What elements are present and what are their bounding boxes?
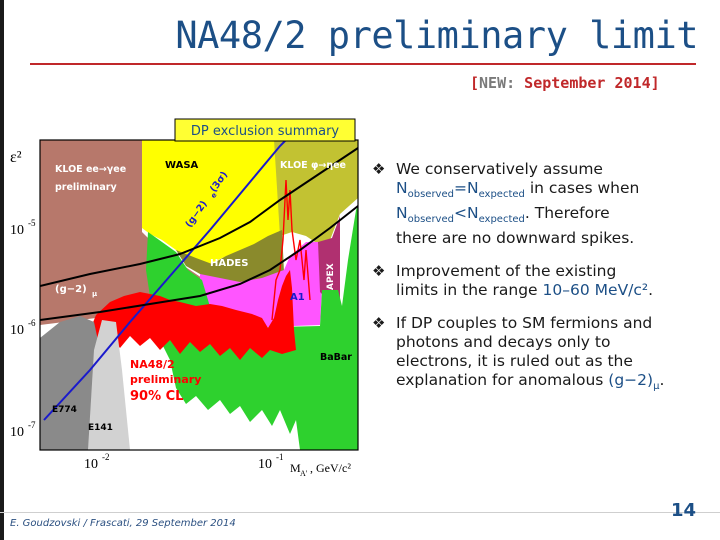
region-apex bbox=[318, 216, 340, 300]
label-wasa: WASA bbox=[165, 160, 199, 171]
y-tick-1-exp: -5 bbox=[28, 218, 36, 228]
y-tick-1: 10 -5 bbox=[10, 218, 36, 238]
region-e774 bbox=[40, 316, 100, 450]
chart-title-box bbox=[174, 118, 356, 142]
region-wasa bbox=[142, 140, 282, 264]
n-expected-sub: expected bbox=[478, 189, 525, 201]
n-expected: =N bbox=[453, 179, 479, 197]
label-kloe-ee-prelim: preliminary bbox=[55, 182, 117, 193]
label-na48-1: NA48/2 bbox=[130, 358, 175, 371]
left-edge-bar bbox=[0, 0, 4, 540]
bullet-1-line-4: there are no downward spikes. bbox=[396, 229, 635, 248]
tag-new: NEW: bbox=[479, 74, 516, 92]
bullet-2-line-2: limits in the range 10–60 MeV/c². bbox=[396, 281, 712, 300]
region-na48-spikes bbox=[271, 179, 311, 321]
dp-exclusion-plot: DP exclusion summary ε² 10 -5 10 -6 10 -… bbox=[10, 118, 359, 478]
label-hades: HADES bbox=[210, 258, 248, 269]
y-tick-2-base: 10 bbox=[10, 323, 24, 338]
chart-title: DP exclusion summary bbox=[191, 124, 340, 139]
bullet-1-line-1: We conservatively assume bbox=[396, 160, 603, 178]
x-tick-2-exp: -1 bbox=[276, 452, 284, 462]
label-na48-2: preliminary bbox=[130, 373, 201, 386]
y-tick-1-base: 10 bbox=[10, 223, 24, 238]
curve-g2-e bbox=[43, 140, 287, 421]
label-g2-mu-sub: μ bbox=[92, 290, 97, 298]
bullet-1-tail-1: in cases when bbox=[524, 179, 640, 197]
curves bbox=[40, 140, 358, 421]
x-tick-1: 10 -2 bbox=[84, 452, 110, 472]
y-tick-2: 10 -6 bbox=[10, 318, 36, 338]
label-e141: E141 bbox=[88, 423, 113, 433]
diamond-bullet-icon: ❖ bbox=[372, 160, 386, 178]
bullet-3-line-1: If DP couples to SM fermions and bbox=[396, 314, 653, 333]
bullet-1: ❖ We conservatively assume Nobserved=Nex… bbox=[372, 160, 712, 248]
bullet-1-line-3: Nobserved<Nexpected. Therefore bbox=[396, 204, 712, 229]
y-tick-3-exp: -7 bbox=[28, 420, 36, 430]
bullet-2-text: limits in the range bbox=[396, 281, 543, 300]
exclusion-regions bbox=[40, 140, 358, 450]
x-axis-label: M A' , GeV/c² bbox=[290, 461, 351, 478]
x-axis-label-sub: A' bbox=[300, 469, 308, 478]
label-a1: A1 bbox=[290, 292, 305, 303]
label-na48-3: 90% CL bbox=[130, 389, 183, 404]
region-hades bbox=[176, 230, 284, 282]
label-kloe-ee: KLOE ee→γee bbox=[55, 164, 126, 175]
label-apex: APEX bbox=[326, 263, 336, 290]
mass-range: 10–60 MeV/c² bbox=[542, 281, 649, 300]
footer-rule bbox=[0, 512, 720, 513]
x-tick-1-exp: -2 bbox=[102, 452, 110, 462]
bullet-2: ❖ Improvement of the existing limits in … bbox=[372, 262, 712, 300]
x-tick-2: 10 -1 bbox=[258, 452, 284, 472]
curve-g2-mu-lower bbox=[40, 205, 358, 321]
bullet-3-end: . bbox=[659, 371, 665, 390]
bullet-1-line-2: Nobserved=Nexpected in cases when bbox=[396, 179, 712, 204]
y-tick-3: 10 -7 bbox=[10, 420, 36, 440]
bullet-3-text: explanation for anomalous bbox=[396, 371, 609, 390]
label-e774: E774 bbox=[52, 405, 77, 415]
region-e141 bbox=[88, 320, 130, 450]
n-expected-2: <N bbox=[453, 204, 479, 223]
curve-g2-mu-upper bbox=[40, 147, 358, 287]
n-observed-2-sub: observed bbox=[407, 214, 454, 226]
title-underline bbox=[30, 63, 696, 65]
region-na48 bbox=[90, 270, 296, 360]
x-tick-2-base: 10 bbox=[258, 457, 272, 472]
y-axis-label: ε² bbox=[10, 149, 22, 166]
x-tick-1-base: 10 bbox=[84, 457, 98, 472]
bullet-3: ❖ If DP couples to SM fermions and photo… bbox=[372, 314, 712, 396]
bullet-3-line-2: photons and decays only to bbox=[396, 333, 611, 352]
n-observed-2: N bbox=[396, 204, 408, 223]
bullet-3-line-4: explanation for anomalous (g−2)μ. bbox=[396, 371, 712, 396]
page-number: 14 bbox=[670, 500, 696, 521]
n-observed: N bbox=[396, 179, 408, 197]
news-tag: [NEW: September 2014] bbox=[470, 74, 660, 92]
bullet-2-line-1: Improvement of the existing bbox=[396, 262, 617, 281]
region-kloe-phi bbox=[274, 140, 358, 244]
n-observed-sub: observed bbox=[407, 189, 454, 201]
bullet-list: ❖ We conservatively assume Nobserved=Nex… bbox=[372, 160, 712, 410]
y-tick-3-base: 10 bbox=[10, 425, 24, 440]
tag-bracket: [ bbox=[470, 74, 480, 92]
diamond-bullet-icon: ❖ bbox=[372, 314, 386, 333]
bullet-2-end: . bbox=[648, 281, 654, 300]
n-expected-2-sub: expected bbox=[478, 214, 525, 226]
g2-mu: (g−2) bbox=[608, 371, 654, 390]
y-tick-2-exp: -6 bbox=[28, 318, 36, 328]
label-kloe-phi: KLOE φ→ηee bbox=[280, 160, 346, 171]
label-babar: BaBar bbox=[320, 352, 352, 363]
region-kloe-ee bbox=[40, 140, 280, 325]
tag-date: September 2014] bbox=[515, 74, 660, 92]
footer-credit: E. Goudzovski / Frascati, 29 September 2… bbox=[10, 518, 236, 529]
bullet-1-tail-2: . Therefore bbox=[524, 204, 610, 223]
bullet-3-line-3: electrons, it is ruled out as the bbox=[396, 352, 633, 371]
label-g2-e-sub: e bbox=[209, 191, 218, 200]
x-axis-label-m: M bbox=[290, 461, 301, 475]
label-g2-mu-base: (g−2) bbox=[55, 284, 87, 295]
g2-mu-sub: μ bbox=[653, 381, 660, 393]
label-g2-mu: (g−2) μ bbox=[55, 284, 97, 298]
slide-title: NA48/2 preliminary limit bbox=[175, 14, 698, 57]
diamond-bullet-icon: ❖ bbox=[372, 262, 386, 281]
x-axis-label-unit: , GeV/c² bbox=[310, 461, 351, 475]
